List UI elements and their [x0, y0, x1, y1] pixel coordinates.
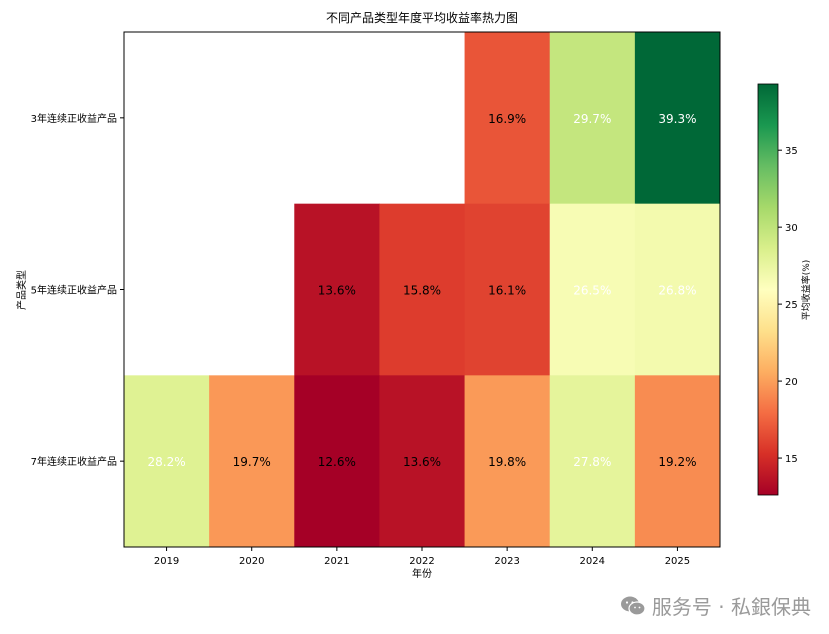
heatmap-cell	[634, 32, 721, 205]
cell-value-label: 19.7%	[233, 455, 271, 469]
heatmap-cell	[379, 203, 466, 376]
y-tick-label: 7年连续正收益产品	[31, 455, 117, 468]
cell-value-label: 26.8%	[658, 284, 696, 298]
x-tick-label: 2020	[239, 556, 264, 567]
y-tick-label: 3年连续正收益产品	[31, 112, 117, 125]
heatmap-cell	[549, 203, 636, 376]
heatmap-cell	[634, 375, 721, 548]
heatmap-cell	[294, 375, 380, 548]
colorbar-tick-label: 35	[785, 146, 798, 157]
cell-value-label: 19.8%	[488, 455, 526, 469]
colorbar-tick-label: 25	[785, 300, 798, 311]
cell-value-label: 16.1%	[488, 284, 526, 298]
colorbar-tick-label: 15	[785, 454, 798, 465]
cell-value-label: 13.6%	[403, 455, 441, 469]
watermark: 服务号 · 私銀保典	[620, 591, 811, 620]
heatmap-cell	[464, 375, 551, 548]
colorbar-tick-label: 30	[785, 223, 798, 234]
cell-value-label: 28.2%	[148, 455, 186, 469]
x-tick-label: 2022	[409, 556, 434, 567]
x-tick-label: 2025	[665, 556, 690, 567]
y-axis-label: 产品类型	[15, 270, 28, 310]
heatmap-cells: 16.9% 29.7% 39.3% 13.6% 15.8% 16.1% 26.5% 26.8%…	[124, 32, 721, 548]
cell-value-label: 16.9%	[488, 112, 526, 126]
x-axis-label: 年份	[412, 567, 432, 580]
y-axis: 3年连续正收益产品 5年连续正收益产品 7年连续正收益产品	[31, 112, 124, 468]
heatmap-cell	[379, 375, 466, 548]
wechat-icon	[620, 596, 646, 616]
cell-value-label: 15.8%	[403, 284, 441, 298]
cell-value-label: 26.5%	[573, 284, 611, 298]
heatmap-cell	[464, 203, 551, 376]
x-tick-label: 2019	[154, 556, 179, 567]
cell-value-label: 13.6%	[318, 284, 356, 298]
heatmap-cell	[549, 375, 636, 548]
colorbar-tick-label: 20	[785, 377, 798, 388]
x-tick-label: 2021	[324, 556, 349, 567]
heatmap-cell	[124, 375, 210, 548]
heatmap-cell	[464, 32, 551, 205]
colorbar-axis: 15 20 25 30 35	[778, 146, 798, 465]
watermark-text: 服务号 · 私銀保典	[651, 595, 811, 619]
y-tick-label: 5年连续正收益产品	[31, 284, 117, 297]
cell-value-label: 29.7%	[573, 112, 611, 126]
heatmap-cell	[294, 203, 380, 376]
x-tick-label: 2023	[494, 556, 519, 567]
chart-title: 不同产品类型年度平均收益率热力图	[326, 10, 518, 25]
x-axis: 2019 2020 2021 2022 2023 2024 2025	[154, 547, 690, 567]
x-tick-label: 2024	[580, 556, 605, 567]
heatmap-cell	[634, 203, 721, 376]
cell-value-label: 12.6%	[318, 455, 356, 469]
cell-value-label: 27.8%	[573, 455, 611, 469]
heatmap-cell	[209, 375, 295, 548]
colorbar-label: 平均收益率(%)	[800, 260, 812, 321]
cell-value-label: 19.2%	[658, 455, 696, 469]
cell-value-label: 39.3%	[658, 112, 696, 126]
colorbar	[757, 83, 779, 496]
heatmap-cell	[549, 32, 636, 205]
